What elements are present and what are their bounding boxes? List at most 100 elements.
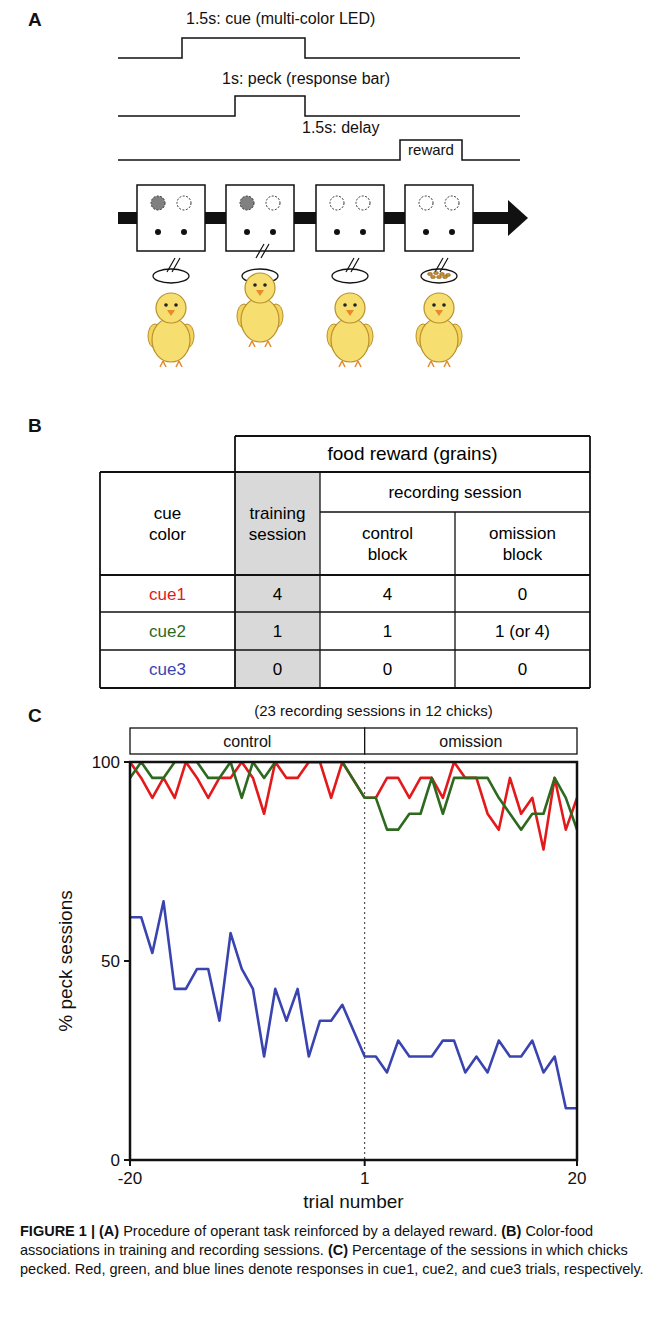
chick [160, 361, 182, 367]
timing-label: 1s: peck (response bar) [222, 70, 390, 87]
chick [167, 310, 175, 316]
led [177, 196, 191, 210]
x-tick-label: -20 [118, 1169, 143, 1188]
phase-divider [364, 762, 365, 1160]
table-rule [99, 472, 101, 688]
subtitle: (23 recording sessions in 12 chicks) [254, 702, 492, 719]
led [240, 196, 254, 210]
chick [339, 361, 361, 367]
table-header: omissionblock [489, 524, 556, 564]
table-rule [100, 611, 590, 612]
x-tick [364, 1160, 366, 1166]
chick [174, 303, 178, 307]
caption-text: Procedure of operant task reinforced by … [123, 1223, 497, 1239]
chick [346, 310, 354, 316]
y-tick-label: 100 [92, 753, 120, 772]
grain [437, 275, 442, 278]
chick [152, 318, 190, 362]
lines [130, 762, 577, 1108]
timing-label: 1.5s: delay [302, 119, 379, 136]
figure: A1.5s: cue (multi-color LED)1s: peck (re… [0, 0, 667, 1338]
chick [442, 303, 446, 307]
chick [156, 293, 186, 323]
y-tick-label: 50 [101, 952, 120, 971]
table-rule [235, 435, 590, 437]
led [419, 196, 433, 210]
table-rule [100, 687, 590, 689]
plot-frame [130, 762, 577, 1160]
y-axis-title: % peck sessions [55, 890, 76, 1032]
led [445, 196, 459, 210]
row-label: cue2 [149, 622, 186, 641]
response-bar [167, 258, 180, 272]
caption-text: (A) [99, 1223, 119, 1239]
table-rule [234, 436, 236, 688]
caption-text: (C) [328, 1242, 348, 1258]
table-cell: 0 [383, 660, 392, 679]
grain [443, 275, 448, 278]
timing-trace [118, 140, 520, 160]
table-header: controlblock [362, 524, 413, 564]
y-tick [124, 761, 130, 763]
chick [416, 293, 462, 367]
chick [256, 290, 264, 296]
table-cell: 1 [383, 622, 392, 641]
x-tick-label: 1 [360, 1169, 369, 1188]
response-key [449, 229, 455, 235]
feeder-tray [421, 269, 457, 283]
apparatus-panel [137, 185, 205, 251]
x-tick [129, 1160, 131, 1166]
table-rule [454, 512, 455, 688]
row-label: cue3 [149, 660, 186, 679]
chick [148, 293, 194, 367]
phase-box [130, 728, 365, 754]
led [266, 196, 280, 210]
y-tick [124, 960, 130, 962]
chick [435, 310, 443, 316]
table-header: food reward (grains) [327, 443, 497, 464]
response-bar [256, 244, 269, 258]
grain [440, 272, 445, 275]
response-key [360, 229, 366, 235]
series-line [130, 762, 577, 830]
chick [245, 273, 275, 303]
response-bar [346, 258, 359, 272]
chick [241, 298, 279, 342]
table-rule [589, 436, 591, 688]
chick [249, 341, 271, 347]
phase-label: control [223, 733, 271, 750]
table-rule [319, 472, 320, 688]
grain [431, 275, 436, 278]
timing-trace [118, 38, 520, 58]
table-cell: 0 [518, 585, 527, 604]
table-cell: 0 [518, 660, 527, 679]
table-header: cuecolor [149, 504, 186, 544]
chick [432, 303, 436, 307]
x-tick-label: 20 [568, 1169, 587, 1188]
chick [424, 293, 454, 323]
timing-label: 1.5s: cue (multi-color LED) [186, 10, 375, 27]
grain [428, 272, 433, 275]
panel-letter: B [28, 415, 42, 436]
caption-text: (B) [501, 1223, 521, 1239]
table-shade [235, 472, 320, 688]
response-key [334, 229, 340, 235]
response-key [181, 229, 187, 235]
response-key [155, 229, 161, 235]
table-cell: 4 [273, 585, 282, 604]
table-header: trainingsession [249, 504, 307, 544]
x-tick [576, 1160, 578, 1166]
x-axis-title: trial number [303, 1191, 404, 1212]
chick [253, 283, 257, 287]
caption-text: FIGURE 1 | [20, 1223, 95, 1239]
chick [327, 293, 373, 367]
table-cell: 1 (or 4) [495, 622, 550, 641]
timing-label: reward [408, 141, 454, 158]
led [356, 196, 370, 210]
panel-letter: C [28, 705, 42, 726]
feeder-tray [153, 269, 189, 283]
table-rule [100, 471, 590, 473]
chick [164, 303, 168, 307]
apparatus-panel [405, 185, 473, 251]
chick [343, 303, 347, 307]
